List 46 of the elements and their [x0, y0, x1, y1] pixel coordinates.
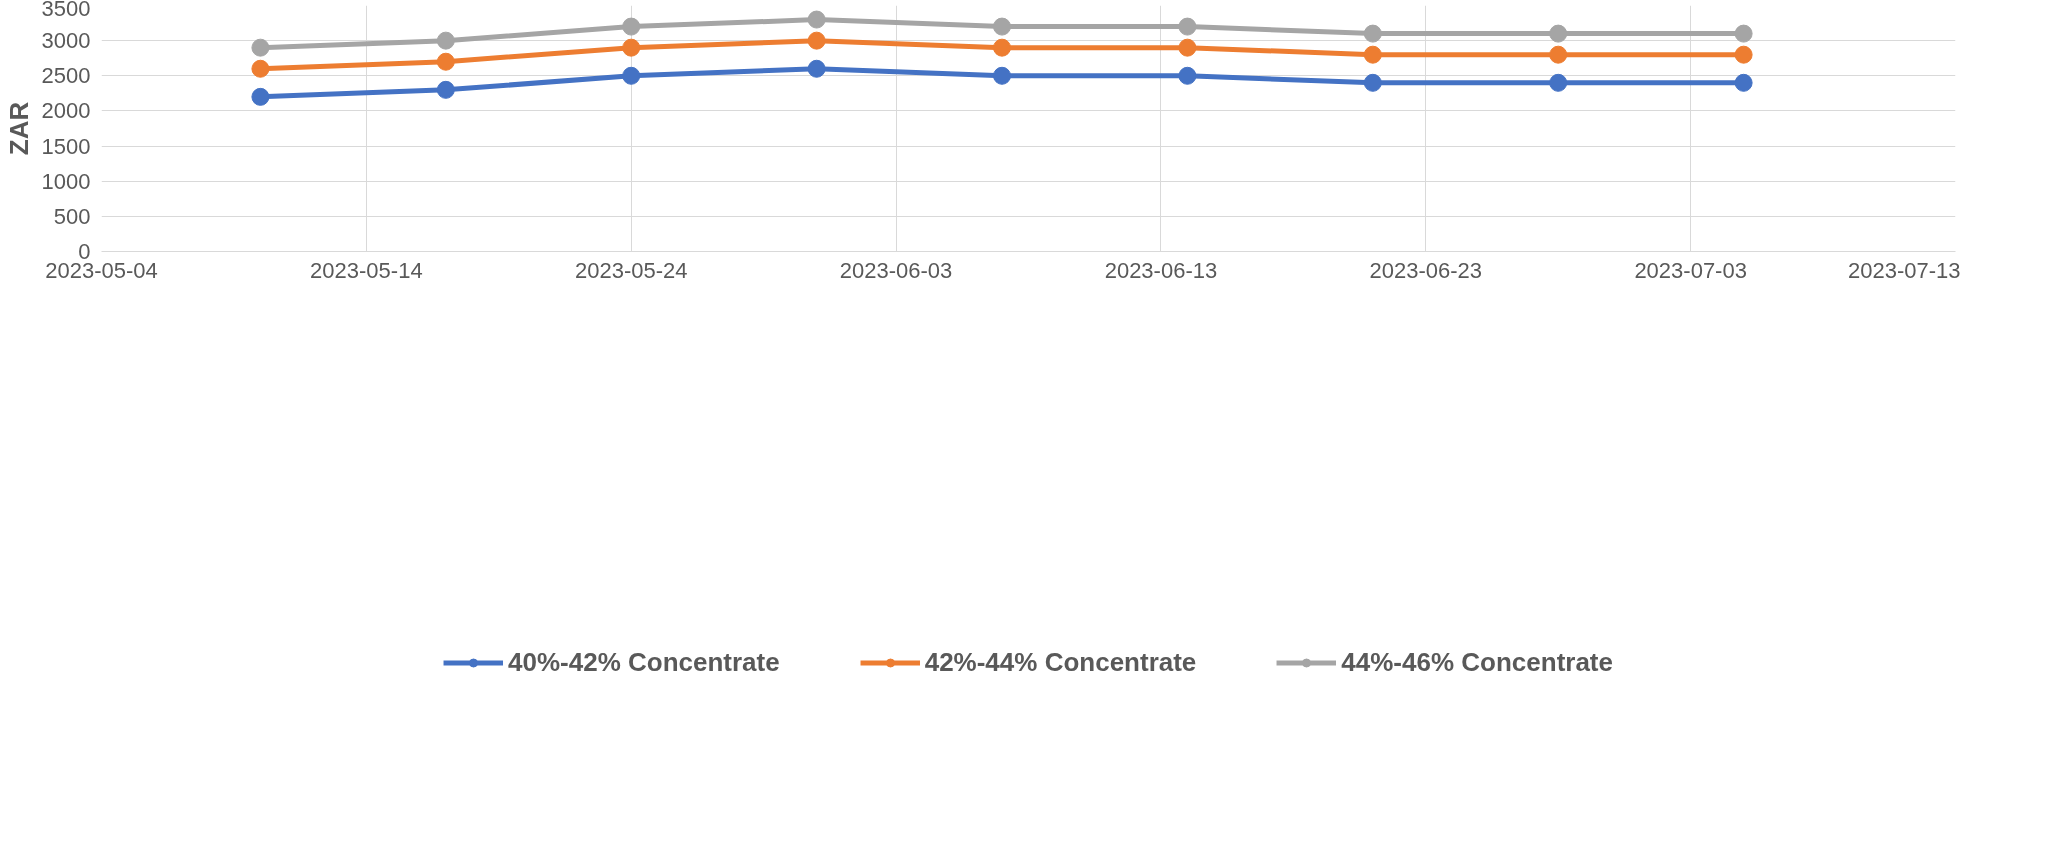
point [1178, 17, 1197, 36]
point [436, 80, 455, 99]
point [1734, 73, 1753, 92]
y-tick-label: 1000 [41, 168, 91, 194]
x-tick-label: 2023-07-03 [1634, 257, 1747, 283]
legend-label: 40%-42% Concentrate [508, 646, 780, 678]
y-tick-label: 3500 [41, 0, 91, 21]
point [1363, 24, 1382, 43]
point [1363, 45, 1382, 64]
point [436, 31, 455, 50]
point [1734, 45, 1753, 64]
point [993, 17, 1012, 36]
point [251, 38, 270, 57]
point [1178, 66, 1197, 85]
point [1549, 24, 1568, 43]
point [1549, 45, 1568, 64]
point [436, 52, 455, 71]
x-tick-label: 2023-05-14 [310, 257, 423, 283]
point [1178, 38, 1197, 57]
y-tick-label: 2500 [41, 63, 91, 89]
point [1549, 73, 1568, 92]
point [622, 66, 641, 85]
y-tick-label: 0 [78, 239, 91, 264]
legend-label: 44%-46% Concentrate [1341, 646, 1613, 678]
point [251, 87, 270, 106]
y-tick-label: 3000 [41, 28, 91, 54]
point [807, 59, 826, 78]
x-tick-label: 2023-06-03 [839, 257, 953, 283]
y-tick-label: 2000 [41, 98, 91, 124]
point [807, 31, 826, 50]
y-tick-label: 1500 [41, 133, 91, 159]
legend-label: 42%-44% Concentrate [924, 646, 1197, 678]
x-tick-label: 2023-07-13 [1847, 257, 1961, 283]
point [622, 38, 641, 57]
point [993, 66, 1012, 85]
point [622, 17, 641, 36]
point [1734, 24, 1753, 43]
point [251, 59, 270, 78]
point [993, 38, 1012, 57]
x-tick-label: 2023-06-23 [1369, 257, 1483, 283]
y-axis-title: ZAR [3, 101, 34, 156]
point [807, 10, 826, 29]
point [1363, 73, 1382, 92]
x-tick-label: 2023-05-24 [574, 257, 688, 283]
y-tick-label: 500 [53, 203, 91, 229]
x-tick-label: 2023-06-13 [1104, 257, 1218, 283]
